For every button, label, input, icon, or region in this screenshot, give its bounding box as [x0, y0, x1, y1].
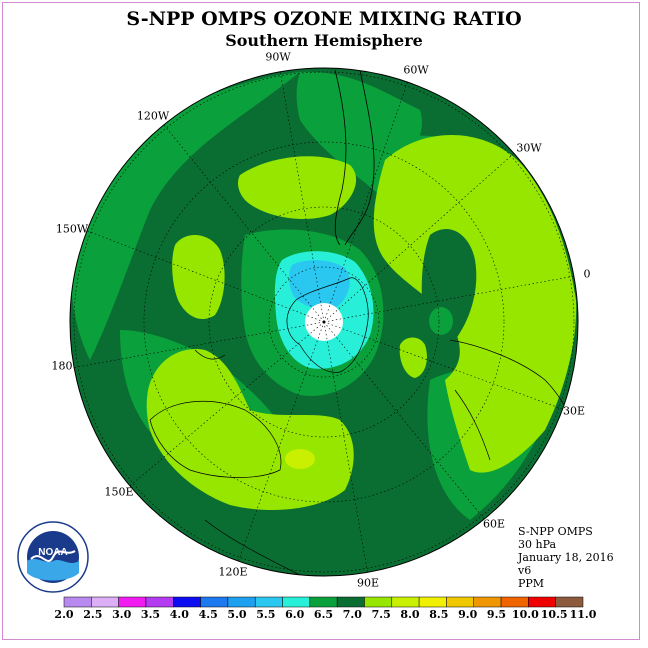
- colorbar-tick-label: 8.0: [400, 608, 420, 621]
- contour-6-0-6-5-east-spot: [429, 307, 453, 335]
- map-boundary: [69, 67, 579, 577]
- lon-label-150e: 150E: [104, 485, 134, 499]
- colorbar-tick-label: 10.5: [540, 608, 568, 621]
- new-zealand-outline: [194, 349, 226, 360]
- info-level: 30 hPa: [518, 538, 557, 551]
- colorbar-tick-label: 7.0: [342, 608, 362, 621]
- colorbar-swatch: [145, 596, 174, 608]
- colorbar-swatch: [227, 596, 256, 608]
- colorbar-swatch: [63, 596, 92, 608]
- antarctica-coast: [286, 277, 369, 373]
- colorbar-tick-label: 5.0: [227, 608, 247, 621]
- lon-label-90w: 90W: [265, 50, 291, 64]
- contour-5-0-5-5: [289, 260, 350, 310]
- colorbar-tick-label: 5.5: [256, 608, 276, 621]
- colorbar-tick-label: 4.5: [198, 608, 218, 621]
- lon-label-0: 0: [583, 267, 591, 281]
- colorbar-swatch: [418, 596, 447, 608]
- colorbar-swatch: [118, 596, 147, 608]
- page-frame: [2, 2, 640, 640]
- contour-7-5-8-0-north: [237, 156, 357, 220]
- lon-label-120w: 120W: [136, 109, 170, 123]
- indonesia-coast: [204, 519, 301, 576]
- south-america-east-coast: [344, 69, 375, 246]
- colorbar-tick-label: 2.0: [54, 608, 74, 621]
- colorbar-swatch: [555, 596, 584, 608]
- colorbar-tick-label: 2.5: [83, 608, 103, 621]
- info-date: January 18, 2016: [518, 551, 614, 564]
- colorbar-tick-label: 4.0: [169, 608, 189, 621]
- australia-coast: [149, 400, 282, 478]
- lon-label-90e: 90E: [356, 576, 380, 590]
- lon-label-30w: 30W: [516, 141, 542, 155]
- colorbar-swatch: [446, 596, 474, 608]
- map-subtitle: Southern Hemisphere: [225, 31, 423, 50]
- lon-label-120e: 120E: [218, 565, 248, 579]
- colorbar-tick-label: 9.0: [458, 608, 478, 621]
- colorbar-tick-label: 8.5: [429, 608, 449, 621]
- colorbar-swatch: [364, 596, 393, 608]
- lon-label-60e: 60E: [482, 517, 506, 531]
- south-america-coast: [334, 69, 347, 246]
- contour-8-0-8-5-patch: [285, 449, 315, 469]
- contour-7-5-8-0-east: [373, 134, 577, 473]
- colorbar-tick-label: 7.5: [371, 608, 391, 621]
- colorbar-swatch: [254, 596, 283, 608]
- colorbar-tick-label: 9.5: [486, 608, 507, 621]
- contour-7-5-8-0-small: [399, 337, 427, 378]
- contour-7-5-8-0-southwest: [146, 349, 354, 510]
- info-instrument: S-NPP OMPS: [518, 525, 593, 538]
- graticule: [71, 69, 578, 576]
- colorbar-tick-label: 3.5: [140, 608, 161, 621]
- colorbar-tick-label: 6.5: [313, 608, 334, 621]
- lon-label-150w: 150W: [55, 222, 89, 236]
- colorbar-swatch: [500, 596, 529, 608]
- colorbar-swatch: [336, 596, 365, 608]
- info-block: S-NPP OMPS 30 hPa January 18, 2016 v6 PP…: [518, 525, 614, 590]
- colorbar-swatch: [391, 596, 420, 608]
- map-title: S-NPP OMPS OZONE MIXING RATIO: [126, 8, 522, 30]
- colorbar-tick-label: 11.0: [569, 608, 597, 621]
- info-unit: PPM: [518, 577, 545, 590]
- colorbar-swatch: [91, 596, 119, 608]
- noaa-logo: NOAA: [17, 521, 89, 593]
- contour-6-0-6-5-northwest: [70, 72, 300, 360]
- colorbar-swatch: [309, 596, 338, 608]
- noaa-logo-text: NOAA: [38, 547, 67, 558]
- colorbar-swatch: [528, 596, 556, 608]
- lon-label-60w: 60W: [403, 63, 429, 77]
- lon-label-30e: 30E: [562, 404, 586, 418]
- colorbar-swatch: [473, 596, 502, 608]
- colorbar-swatch: [200, 596, 229, 608]
- colorbar-tick-label: 6.0: [285, 608, 305, 621]
- colorbar-swatch: [173, 596, 201, 608]
- colorbar-swatch: [282, 596, 311, 608]
- colorbar-tick-label: 3.0: [112, 608, 132, 621]
- lon-label-180: 180: [51, 359, 73, 373]
- colorbar-tick-label: 10.0: [511, 608, 539, 621]
- colorbar: [63, 596, 584, 608]
- info-version: v6: [518, 564, 532, 577]
